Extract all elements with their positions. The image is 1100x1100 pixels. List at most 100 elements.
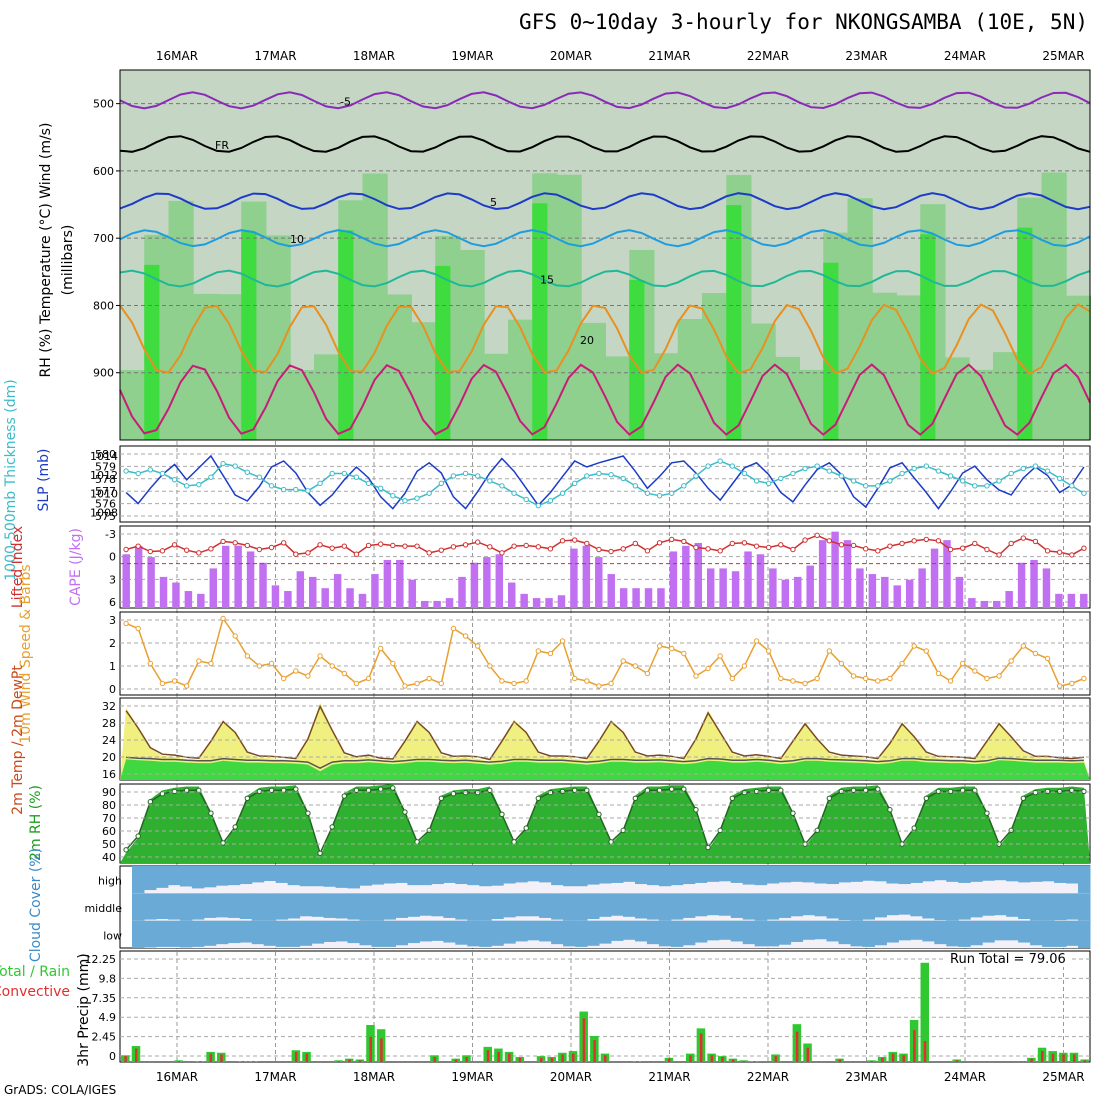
- precip-convective-bar: [508, 1053, 511, 1062]
- rh-line-point: [584, 787, 590, 793]
- cloud-bar-middle: [886, 893, 899, 916]
- wind-tick-label: 0: [109, 683, 116, 696]
- precip-convective-bar: [635, 1061, 639, 1062]
- lifted-index-line-point: [135, 543, 141, 549]
- precip-convective-bar: [134, 1048, 138, 1062]
- lifted-index-line-point: [656, 540, 663, 546]
- rh-line-point: [220, 840, 226, 846]
- precip-convective-bar: [209, 1053, 213, 1062]
- rh-line-point: [717, 827, 723, 834]
- thickness-line-point: [911, 465, 917, 472]
- rh-line-point: [1044, 788, 1051, 795]
- lifted-index-line-point: [584, 540, 590, 547]
- thickness-line-point: [571, 480, 578, 487]
- isotherm-line: [119, 192, 1091, 211]
- cloud-bar-high: [132, 866, 145, 894]
- rh-line-point: [305, 810, 311, 816]
- precip-run-total: Run Total = 79.06: [946, 952, 1070, 967]
- thickness-line-point: [547, 497, 554, 504]
- temp-tick-label: 28: [102, 717, 116, 730]
- wind-speed-line-point: [887, 675, 893, 682]
- precip-convective-bar: [454, 1059, 458, 1062]
- thickness-line-point: [438, 480, 445, 487]
- thickness-line-point: [729, 463, 736, 469]
- cape-bar: [1017, 562, 1026, 608]
- cloud-bar-low: [143, 920, 157, 948]
- precip-tick-label: 9.8: [99, 972, 117, 985]
- rh-line-point: [450, 791, 457, 797]
- wind-speed-line-point: [196, 658, 202, 664]
- precip-convective-bar: [806, 1047, 810, 1062]
- thickness-line-point: [923, 463, 930, 469]
- cloud-bar-middle: [994, 893, 1007, 916]
- wind-speed-line-point: [632, 663, 639, 669]
- date-label-top: 21MAR: [648, 49, 690, 63]
- wind-speed-line-point: [741, 663, 748, 669]
- cloud-bar-middle: [718, 893, 732, 916]
- precip-convective-bar: [518, 1057, 522, 1062]
- wind-speed-line-point: [778, 675, 784, 682]
- wind-speed-line-point: [1044, 655, 1051, 662]
- thickness-line-point: [256, 474, 263, 480]
- wind-speed-line-point: [462, 633, 469, 639]
- date-label-bottom: 23MAR: [845, 1070, 887, 1084]
- cloud-bar-low: [742, 920, 756, 945]
- thickness-line-point: [1081, 490, 1087, 496]
- cloud-bar-middle: [371, 893, 384, 921]
- precip-tick-label: 7.35: [92, 992, 117, 1005]
- cape-bar: [930, 548, 939, 608]
- cloud-bar-low: [766, 920, 780, 947]
- slp-tick-label: 1014: [90, 450, 118, 463]
- thickness-line-point: [511, 490, 517, 496]
- cloud-bar-middle: [1054, 893, 1067, 921]
- cloud-bar-middle: [1018, 893, 1031, 920]
- date-label-bottom: 18MAR: [353, 1070, 395, 1084]
- thickness-line-point: [377, 485, 384, 492]
- cloud-bar-middle: [946, 893, 959, 921]
- rh-line-point: [850, 787, 857, 793]
- lifted-index-line-point: [414, 543, 420, 549]
- rh-line-point: [377, 786, 384, 792]
- precip-convective-bar: [550, 1057, 554, 1062]
- dewpoint-area: [120, 759, 1090, 780]
- thickness-line-point: [135, 470, 141, 477]
- cloud-bar-high: [215, 866, 229, 886]
- thickness-line-point: [814, 463, 820, 469]
- cape-bar: [843, 540, 852, 608]
- cloud-bar-high: [371, 866, 384, 885]
- cloud-bar-high: [239, 866, 253, 885]
- pressure-tick-label: 700: [93, 232, 114, 245]
- isotherm-label: -5: [340, 95, 351, 108]
- thickness-line-point: [293, 486, 299, 493]
- cloud-bar-middle: [155, 893, 169, 920]
- isotherm-line: [119, 135, 1091, 153]
- thickness-line-point: [850, 478, 857, 484]
- cloud-bar-middle: [922, 893, 935, 919]
- cape-bar: [470, 562, 479, 608]
- rh-line-point: [1069, 787, 1075, 793]
- cloud-bar-middle: [275, 893, 289, 920]
- rh-tick-label: 60: [102, 825, 116, 838]
- rh-mid-band: [944, 357, 970, 440]
- cloud-bar-middle: [622, 893, 636, 917]
- precip-legend-total: Total / Rain: [0, 964, 70, 980]
- thickness-line-point: [765, 480, 772, 487]
- lifted-index-tick-label: 3: [109, 573, 116, 586]
- wind-speed-line-point: [862, 675, 869, 682]
- rh-line-point: [353, 787, 360, 793]
- cloud-bar-low: [718, 920, 732, 940]
- thickness-line-point: [790, 470, 796, 477]
- rh-line-point: [547, 789, 554, 796]
- cape-bar: [831, 531, 839, 608]
- cloud-bar-low: [862, 920, 875, 947]
- temp-tick-label: 20: [102, 751, 116, 764]
- thickness-line-point: [1044, 468, 1051, 474]
- cape-bar: [719, 568, 727, 608]
- wind-speed-line-point: [984, 675, 990, 682]
- cloud-bar-high: [982, 866, 995, 881]
- cape-bar: [582, 545, 591, 608]
- wind-speed-line-point: [159, 680, 166, 687]
- cloud-bar-high: [694, 866, 708, 883]
- cloud-bar-high: [754, 866, 768, 886]
- cloud-bar-middle: [299, 893, 313, 917]
